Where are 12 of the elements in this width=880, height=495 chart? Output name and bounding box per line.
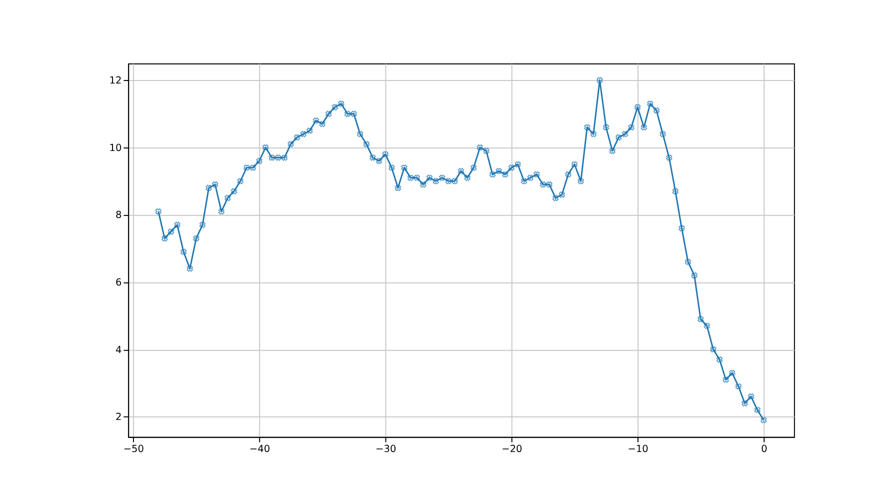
y-tick-label: 6 — [116, 278, 122, 289]
y-tick-label: 4 — [116, 344, 122, 356]
x-tick-label: −30 — [376, 444, 396, 456]
y-tick-label: 2 — [116, 412, 122, 424]
y-tick-label: 10 — [109, 142, 122, 154]
x-tick-label: −10 — [628, 444, 648, 456]
x-tick-label: −40 — [249, 444, 270, 456]
x-tick-label: −20 — [502, 444, 522, 456]
x-tick-label: 0 — [761, 444, 768, 456]
x-tick-label: −50 — [123, 444, 144, 456]
y-tick-label: 12 — [109, 76, 122, 87]
y-tick-label: 8 — [116, 210, 122, 222]
